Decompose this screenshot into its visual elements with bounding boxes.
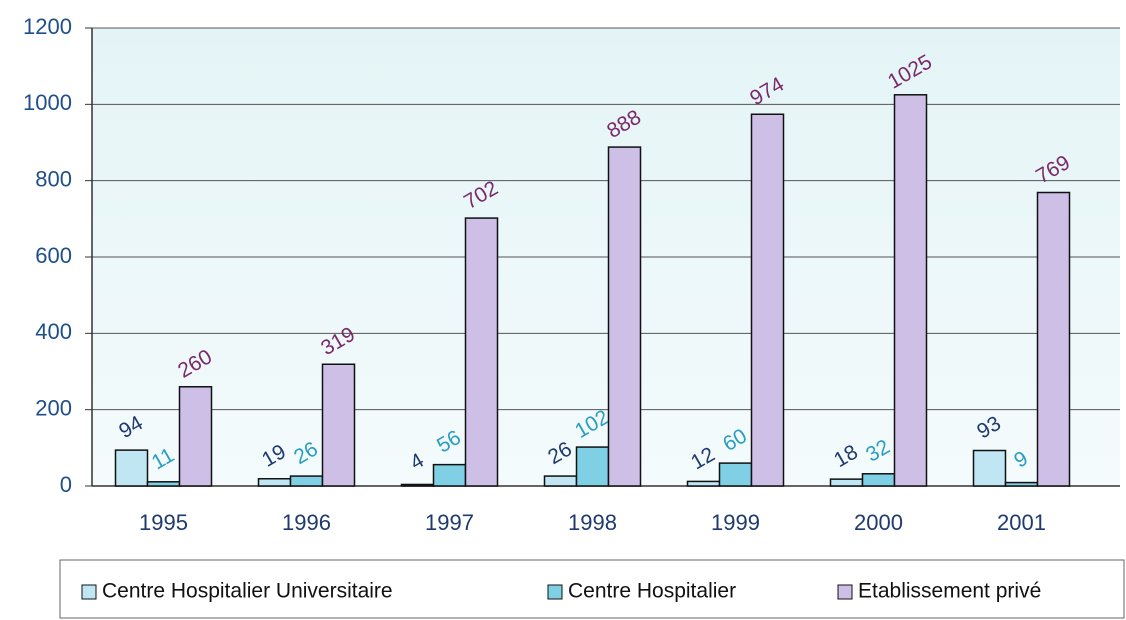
bar [321,363,356,487]
bar [861,473,896,487]
y-tick-label: 600 [35,243,72,268]
bar [829,478,864,487]
x-tick-label: 1998 [568,510,617,535]
x-tick-label: 2000 [854,510,903,535]
bar [464,217,499,487]
y-tick-label: 1200 [23,14,72,39]
y-tick-label: 800 [35,166,72,191]
x-tick-label: 1999 [711,510,760,535]
bar [893,94,928,487]
y-tick-label: 0 [60,472,72,497]
bar [718,462,753,487]
x-tick-label: 2001 [997,510,1046,535]
legend-swatch [837,584,853,600]
bar [257,477,292,487]
y-tick-label: 400 [35,319,72,344]
bar [575,446,610,487]
bar [400,483,435,487]
bar [114,449,149,487]
legend-swatch [81,584,97,600]
bar [146,481,181,487]
y-tick-label: 1000 [23,90,72,115]
x-tick-label: 1997 [425,510,474,535]
bar [178,386,213,487]
bar [289,475,324,487]
bar [972,449,1007,487]
legend-label: Centre Hospitalier [568,580,736,603]
legend-swatch [547,584,563,600]
bar [1004,481,1039,487]
bar [750,113,785,487]
x-tick-label: 1995 [139,510,188,535]
legend-label: Etablissement privé [858,580,1041,603]
y-tick-label: 200 [35,395,72,420]
bar [607,146,642,487]
bar [543,475,578,487]
legend-box [59,559,1125,619]
legend-label: Centre Hospitalier Universitaire [102,580,393,603]
bar [686,480,721,487]
bar [1036,191,1071,487]
x-tick-label: 1996 [282,510,331,535]
bar [432,463,467,487]
